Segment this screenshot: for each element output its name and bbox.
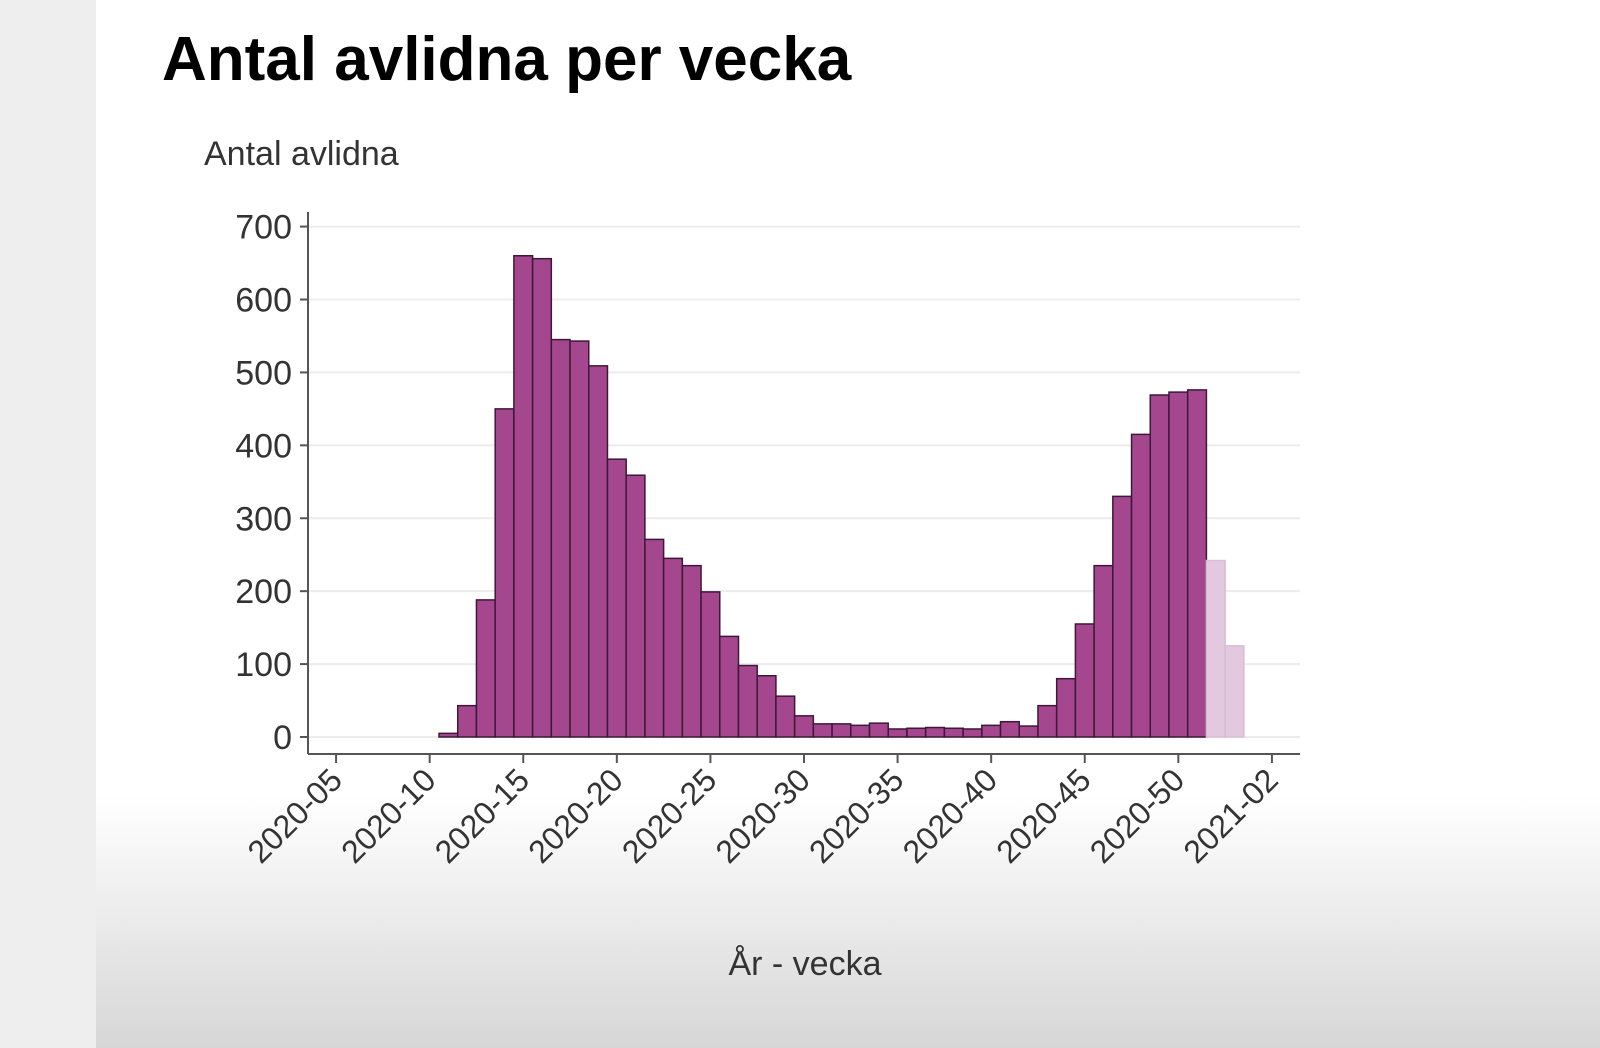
bar — [1018, 725, 1039, 738]
y-axis-label: Antal avlidna — [204, 135, 399, 173]
bar — [700, 591, 721, 738]
y-tick-label: 300 — [235, 500, 292, 538]
bar — [1186, 389, 1208, 738]
bar — [962, 728, 983, 738]
bar — [737, 664, 758, 738]
bar — [681, 564, 702, 738]
bar — [1093, 564, 1114, 738]
bar — [1055, 677, 1077, 738]
bar — [1130, 433, 1152, 738]
bar — [924, 726, 946, 738]
bar — [1224, 645, 1245, 738]
bar — [606, 458, 627, 738]
bar — [438, 732, 459, 738]
bar — [494, 408, 515, 738]
y-tick-label: 0 — [273, 719, 292, 757]
bar — [513, 255, 534, 738]
y-tick-label: 400 — [235, 427, 292, 465]
bar — [588, 365, 609, 738]
bar — [1074, 623, 1095, 738]
y-tick-label: 500 — [235, 354, 292, 392]
bar — [793, 715, 815, 738]
bar — [644, 538, 665, 738]
bar — [475, 599, 496, 738]
bar — [1112, 495, 1133, 738]
chart-title: Antal avlidna per vecka — [162, 25, 852, 94]
bar — [531, 257, 553, 738]
y-tick-label: 100 — [235, 646, 292, 684]
bar — [850, 724, 871, 738]
y-tick-label: 600 — [235, 282, 292, 320]
bar — [1037, 704, 1058, 738]
bar — [887, 728, 908, 738]
bar — [719, 635, 740, 738]
bar — [906, 727, 927, 738]
bar — [981, 724, 1002, 738]
bar — [1205, 559, 1226, 738]
x-axis-label: År - vecka — [728, 945, 881, 983]
y-tick-label: 700 — [235, 209, 292, 247]
y-tick-label: 200 — [235, 573, 292, 611]
bar — [868, 722, 889, 738]
side-strip — [0, 0, 96, 1048]
bar — [831, 723, 852, 738]
bar — [456, 704, 478, 738]
bar — [662, 557, 684, 738]
bar — [1149, 394, 1170, 738]
bar — [569, 340, 590, 738]
bar — [775, 695, 796, 738]
bar — [550, 338, 571, 738]
bar — [1168, 391, 1189, 738]
bar — [943, 727, 964, 738]
bar — [756, 675, 777, 738]
bar — [625, 474, 646, 738]
bar — [812, 723, 833, 738]
bar — [999, 720, 1020, 738]
